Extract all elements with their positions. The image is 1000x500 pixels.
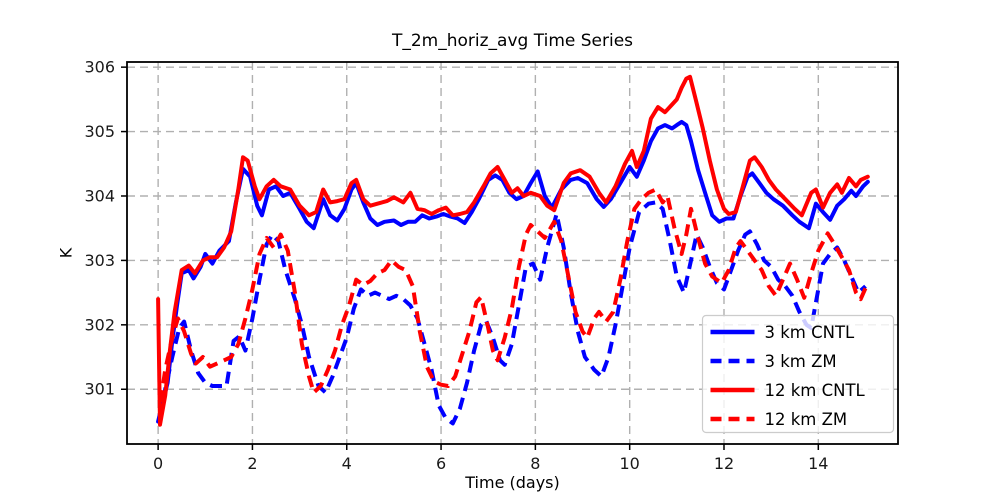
y-tick-label: 305 xyxy=(84,122,115,141)
chart-title: T_2m_horiz_avg Time Series xyxy=(391,31,634,51)
legend-label-2: 12 km CNTL xyxy=(765,381,866,400)
y-tick-label: 304 xyxy=(84,186,115,205)
series-line-0 xyxy=(156,119,870,424)
x-tick-label: 10 xyxy=(620,454,640,473)
series-line-2 xyxy=(156,74,870,427)
y-tick-label: 302 xyxy=(84,315,115,334)
legend-label-1: 3 km ZM xyxy=(765,352,837,371)
x-tick-label: 12 xyxy=(714,454,734,473)
y-axis-label: K xyxy=(56,247,76,259)
legend-box xyxy=(701,314,895,434)
x-axis-label: Time (days) xyxy=(465,473,560,492)
x-tick-label: 0 xyxy=(153,454,163,473)
legend-label-3: 12 km ZM xyxy=(765,410,848,429)
x-tick-label: 8 xyxy=(530,454,540,473)
y-tick-label: 306 xyxy=(84,58,115,77)
x-tick-label: 4 xyxy=(342,454,352,473)
x-tick-label: 6 xyxy=(436,454,446,473)
x-tick-label: 14 xyxy=(808,454,828,473)
x-tick-label: 2 xyxy=(247,454,257,473)
y-tick-label: 301 xyxy=(84,380,115,399)
series-line-1 xyxy=(158,200,867,426)
y-tick-label: 303 xyxy=(84,251,115,270)
legend-label-0: 3 km CNTL xyxy=(765,323,856,342)
axes-frame xyxy=(126,61,899,445)
